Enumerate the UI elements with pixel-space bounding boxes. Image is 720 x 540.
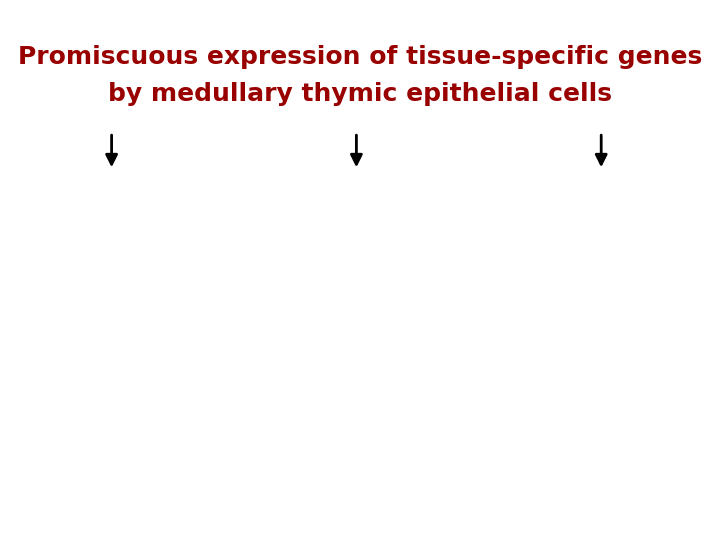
Text: by medullary thymic epithelial cells: by medullary thymic epithelial cells — [108, 83, 612, 106]
Text: Promiscuous expression of tissue-specific genes: Promiscuous expression of tissue-specifi… — [18, 45, 702, 69]
